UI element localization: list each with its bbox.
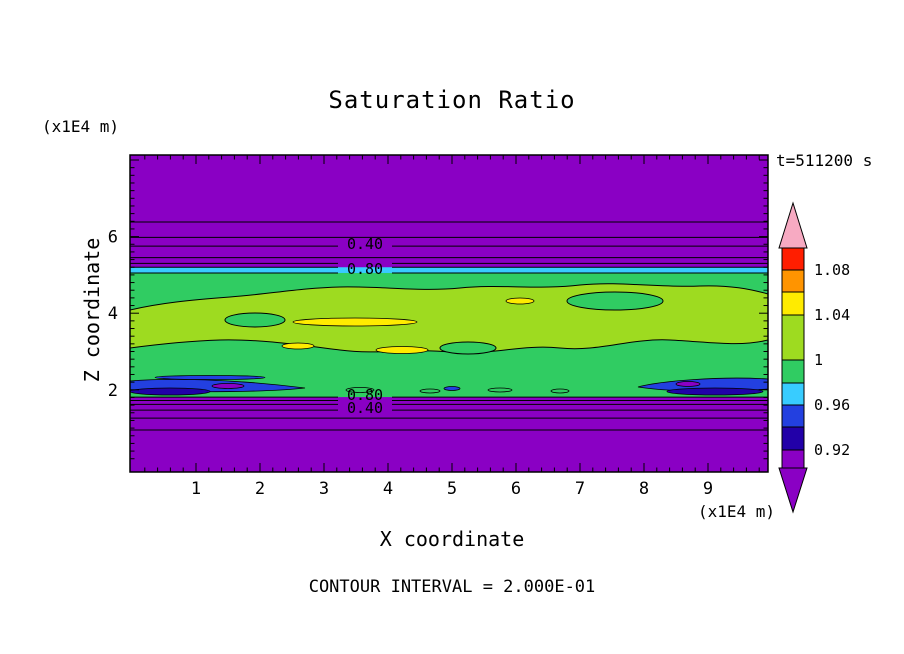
contour-interval-label: CONTOUR INTERVAL = 2.000E-01 [308, 577, 596, 597]
saturated-pocket [224, 312, 286, 328]
x-tick-label: 5 [447, 479, 457, 499]
plot-field: 0.400.800.800.40 [130, 155, 768, 472]
z-tick-label: 4 [108, 304, 118, 324]
x-tick-label: 6 [511, 479, 521, 499]
colorbar-arrow-up [778, 201, 808, 249]
colorbar-segment [781, 269, 805, 293]
colorbar-segment [781, 291, 805, 316]
timestamp-label: t=511200 s [776, 151, 873, 170]
saturated-pocket [439, 341, 497, 355]
colorbar-segment [781, 247, 805, 271]
colorbar-segment [781, 382, 805, 406]
colorbar-segment [781, 426, 805, 451]
dry-patch [211, 383, 245, 389]
colorbar-segment [781, 359, 805, 384]
contour-label-lower-040: 0.40 [347, 399, 383, 417]
dry-patch [154, 375, 266, 380]
plot-title: Saturation Ratio [328, 86, 576, 114]
contour-island [419, 388, 441, 394]
x-tick-label: 4 [383, 479, 393, 499]
z-axis-unit-label: (x1E4 m) [42, 117, 120, 136]
x-tick-label: 9 [703, 479, 713, 499]
z-axis-title: Z coordinate [80, 237, 104, 383]
colorbar-arrow-down [778, 467, 808, 514]
x-tick-label: 8 [639, 479, 649, 499]
dry-patch [666, 387, 764, 396]
x-tick-label: 2 [255, 479, 265, 499]
colorbar-segment [781, 449, 805, 469]
supersaturation-streak [375, 346, 429, 354]
contour-label-upper-040: 0.40 [347, 235, 383, 253]
contour-island [550, 388, 570, 394]
dry-patch [130, 387, 211, 396]
contour-label-upper-080: 0.80 [347, 260, 383, 278]
contour-island [345, 387, 375, 393]
supersaturation-streak [281, 342, 315, 350]
cyan-layer [130, 267, 768, 273]
contour-island [487, 387, 513, 393]
dry-patch [675, 381, 701, 387]
saturated-pocket [566, 291, 664, 311]
colorbar-segment [781, 314, 805, 361]
z-tick-label: 6 [108, 228, 118, 248]
dry-patch [443, 386, 461, 391]
x-tick-label: 7 [575, 479, 585, 499]
x-axis-unit-label: (x1E4 m) [697, 502, 775, 521]
contour-label-lower-080: 0.80 [347, 386, 383, 404]
colorbar-label: 0.92 [814, 441, 850, 459]
colorbar-label: 1.04 [814, 306, 850, 324]
supersaturation-streak [292, 317, 418, 327]
x-tick-label: 1 [191, 479, 201, 499]
x-tick-label: 3 [319, 479, 329, 499]
supersaturation-streak [505, 297, 535, 305]
colorbar-label: 1 [814, 351, 823, 369]
colorbar-label: 1.08 [814, 261, 850, 279]
x-axis-title: X coordinate [379, 527, 525, 551]
colorbar-segment [781, 404, 805, 428]
z-tick-label: 2 [108, 381, 118, 401]
colorbar-label: 0.96 [814, 396, 850, 414]
